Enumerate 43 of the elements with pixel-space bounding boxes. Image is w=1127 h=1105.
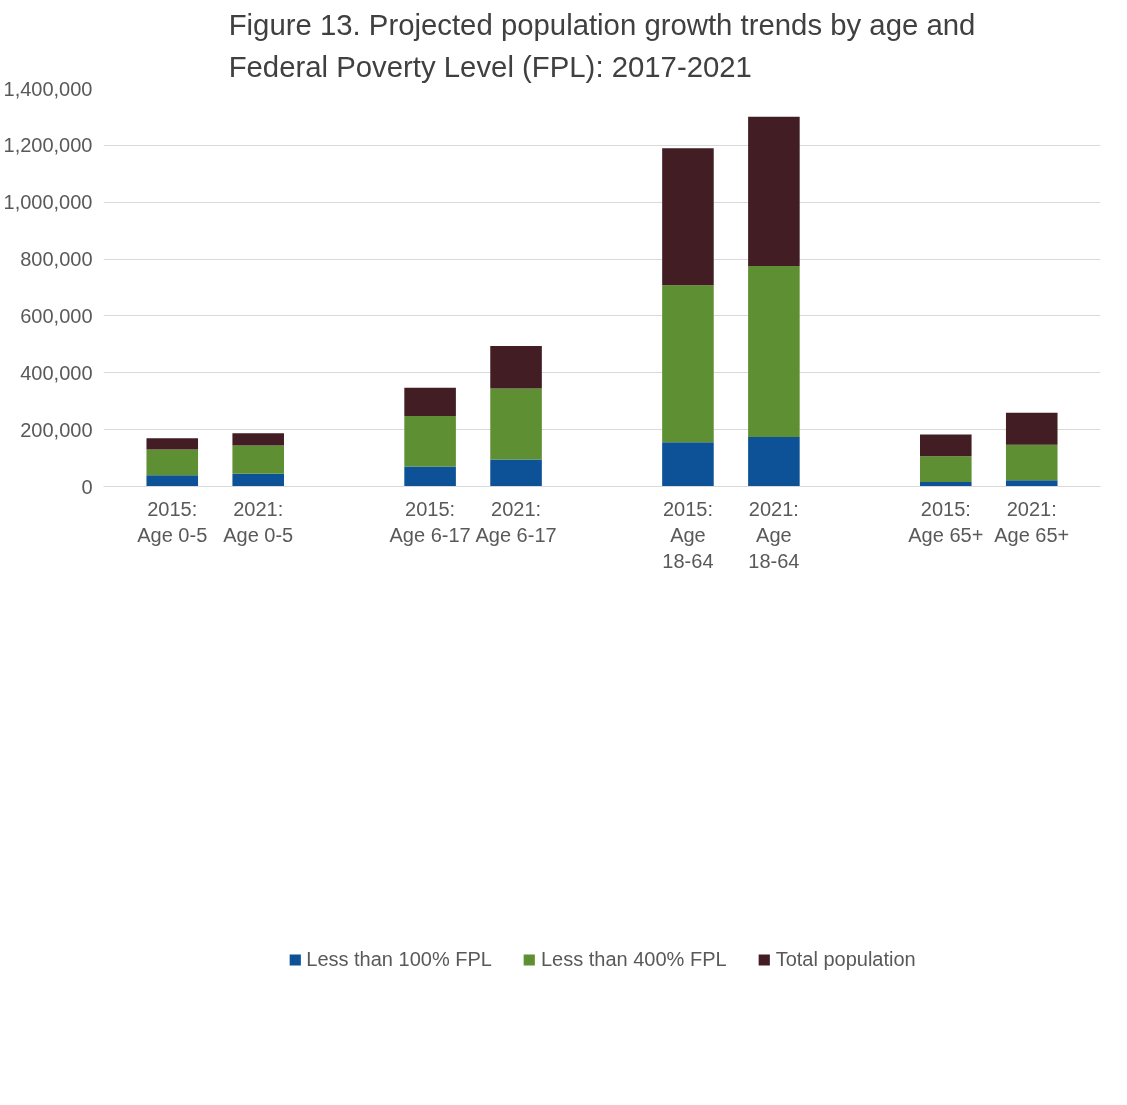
bar xyxy=(748,265,800,438)
y-tick-label: 600,000 xyxy=(20,304,93,327)
bar xyxy=(404,466,456,487)
x-tick-label: 2021: Age 6-17 xyxy=(475,497,557,546)
y-tick-label: 1,200,000 xyxy=(3,134,93,157)
y-tick-label: 1,400,000 xyxy=(3,77,93,100)
bar xyxy=(404,387,456,416)
x-tick-label: 2021: Age 18-64 xyxy=(748,497,800,573)
bar xyxy=(490,346,542,389)
x-tick-label: 2015: Age 0-5 xyxy=(137,497,208,546)
bar xyxy=(404,416,456,467)
bar xyxy=(748,437,800,487)
bar xyxy=(920,456,972,482)
y-tick-label: 200,000 xyxy=(20,418,93,441)
bar xyxy=(490,388,542,460)
bar xyxy=(1005,480,1058,487)
x-tick-label: 2015: Age 6-17 xyxy=(389,497,471,546)
x-tick-label: 2015: Age 65+ xyxy=(908,497,984,546)
y-tick-label: 800,000 xyxy=(20,248,93,271)
bar xyxy=(662,285,714,443)
bar xyxy=(662,442,714,487)
bar xyxy=(490,459,542,487)
bar xyxy=(1005,412,1058,445)
x-tick-label: 2021: Age 65+ xyxy=(994,497,1070,546)
bar xyxy=(146,438,199,450)
y-tick-label: 0 xyxy=(81,475,93,498)
y-tick-label: 1,000,000 xyxy=(3,191,93,214)
bar xyxy=(232,445,284,474)
legend-label: Less than 100% FPL xyxy=(306,947,492,971)
x-tick-label: 2015: Age 18-64 xyxy=(662,497,714,573)
bar xyxy=(232,433,284,446)
bar xyxy=(662,148,714,286)
bar xyxy=(1005,444,1058,481)
bar xyxy=(748,116,800,266)
bar xyxy=(146,449,199,476)
bar xyxy=(920,434,972,457)
y-tick-label: 400,000 xyxy=(20,361,93,384)
legend-label: Total population xyxy=(775,947,916,971)
bar xyxy=(232,473,284,487)
x-tick-label: 2021: Age 0-5 xyxy=(223,497,294,546)
chart-title: Figure 13. Projected population growth trends by age and Federal Poverty Level (FPL): 2017-2021 xyxy=(228,7,976,84)
legend-label: Less than 400% FPL xyxy=(540,947,727,971)
bar xyxy=(146,475,199,487)
